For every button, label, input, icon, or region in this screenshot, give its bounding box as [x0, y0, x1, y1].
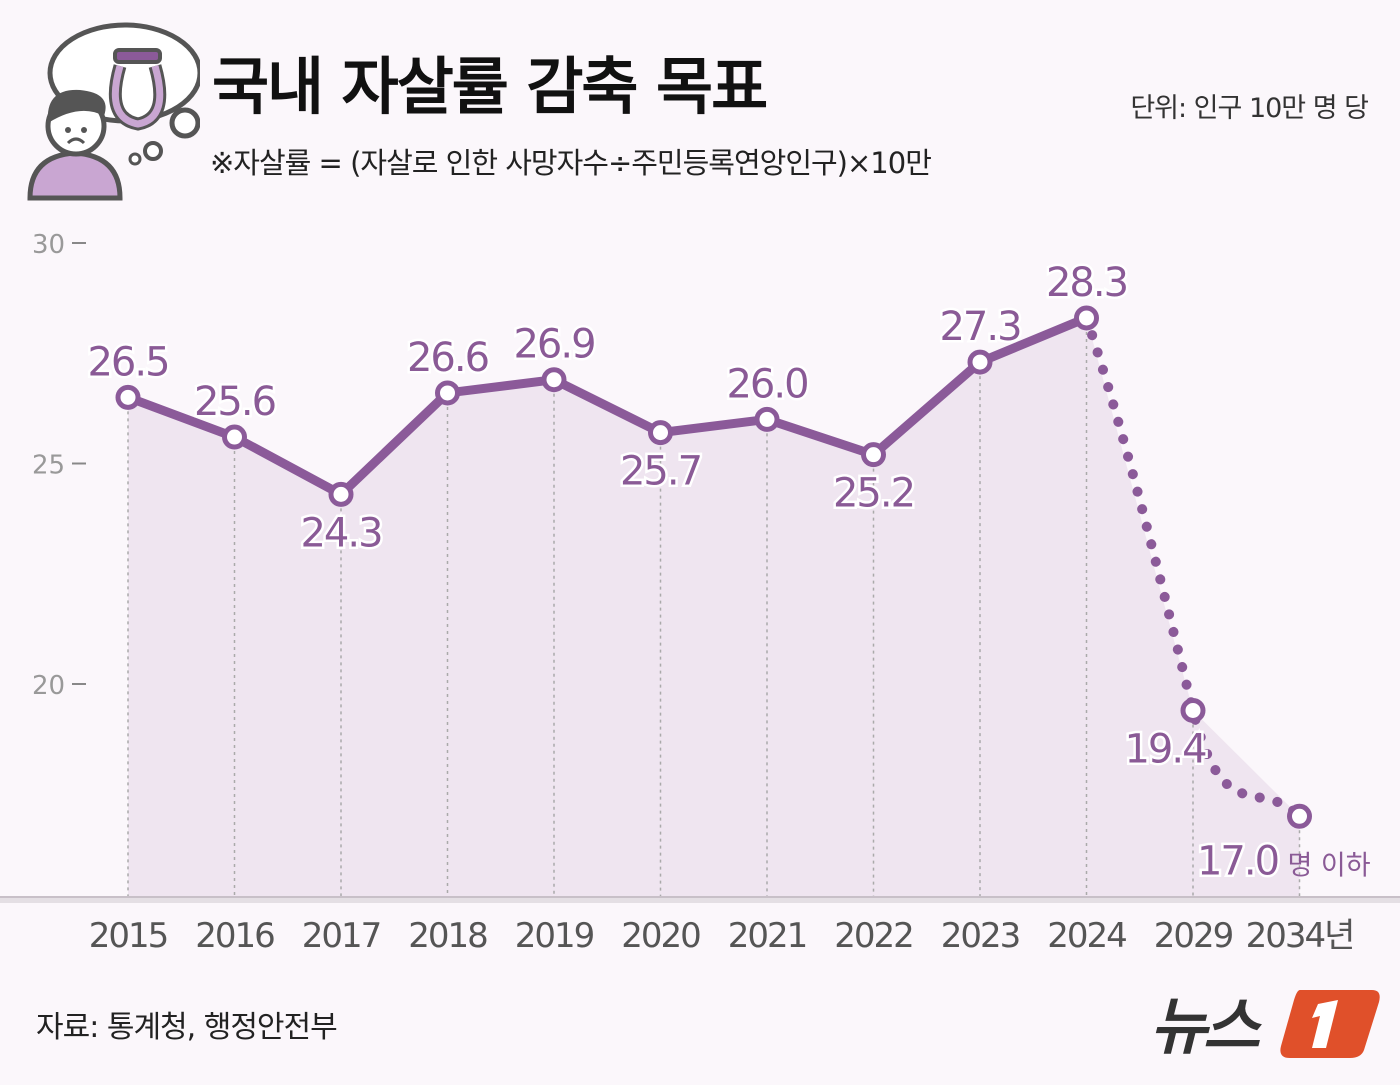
data-label: 26.0 [726, 361, 807, 407]
news1-logo: 뉴스 [1150, 990, 1380, 1062]
data-point [861, 442, 886, 468]
x-tick-label: 2022 [834, 916, 913, 956]
area-fill [128, 317, 1300, 898]
data-label-suffix: 명 이하 [1288, 850, 1371, 881]
y-tick-label: 30 [32, 230, 65, 260]
chart-subtitle: ※자살률 = (자살로 인한 사망자수÷주민등록연앙인구)×10만 [210, 146, 932, 180]
source-label: 자료: 통계청, 행정안전부 [36, 1010, 338, 1045]
data-point [1287, 803, 1312, 829]
actual-series-line [126, 313, 1089, 499]
data-point [222, 424, 247, 450]
data-label: 25.2 [833, 471, 914, 517]
data-point [435, 380, 460, 406]
data-label: 25.6 [194, 379, 275, 425]
x-tick-label: 2024 [1047, 916, 1126, 956]
data-label: 27.3 [939, 304, 1020, 350]
x-tick-label: 2029 [1154, 916, 1233, 956]
y-tick-label: 25 [32, 451, 65, 481]
x-tick-label: 2019 [515, 916, 594, 956]
x-tick-label: 2023 [941, 916, 1020, 956]
data-label: 26.6 [407, 335, 488, 381]
data-label: 26.5 [87, 339, 168, 385]
y-tick-label: 20 [32, 671, 65, 701]
x-tick-label: 2020 [621, 916, 700, 956]
data-label: 24.3 [300, 510, 381, 556]
x-tick-label: 2017 [302, 916, 381, 956]
data-point [648, 420, 673, 446]
line-chart: 20 25 30 26.5 2015 25.6 2016 24.3 2017 26.6 2018 26… [0, 230, 1400, 956]
x-tick-label: 2016 [195, 916, 274, 956]
x-tick-label: 2034년 [1246, 916, 1354, 956]
x-tick-label: 2015 [89, 916, 168, 956]
person-thinking-of-noose-icon [27, 22, 200, 201]
data-label: 26.9 [513, 322, 594, 368]
data-point [1074, 305, 1099, 331]
x-tick-label: 2021 [728, 916, 807, 956]
data-point [967, 349, 993, 375]
x-tick-label: 2018 [408, 916, 487, 956]
data-label: 17.0 [1197, 838, 1278, 884]
data-point [541, 367, 567, 393]
data-label: 28.3 [1046, 260, 1127, 306]
data-point [328, 481, 354, 507]
chart-title: 국내 자살률 감축 목표 [212, 50, 768, 123]
data-point [115, 384, 141, 410]
data-point [1180, 697, 1206, 723]
data-point [754, 406, 780, 432]
data-label: 25.7 [620, 449, 701, 495]
svg-text:뉴스: 뉴스 [1150, 990, 1262, 1062]
unit-label: 단위: 인구 10만 명 당 [1130, 93, 1369, 124]
baseline-shadow [0, 897, 1400, 903]
data-label: 19.4 [1124, 726, 1206, 772]
target-series-line [1081, 312, 1305, 822]
